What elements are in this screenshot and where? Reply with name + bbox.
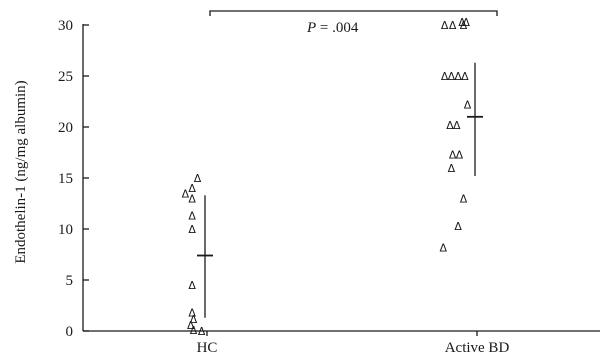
data-point-marker: Δ (441, 70, 449, 83)
data-point-marker: Δ (194, 172, 202, 185)
data-point-marker: Δ (439, 241, 447, 254)
data-point-marker: Δ (448, 162, 456, 175)
data-point-marker: Δ (464, 99, 472, 112)
y-tick-label: 10 (58, 222, 73, 238)
data-point-marker: Δ (188, 223, 196, 236)
data-point-marker: Δ (453, 119, 461, 132)
p-symbol: P (306, 20, 316, 36)
data-point-marker: Δ (454, 220, 462, 233)
data-point-marker: Δ (461, 70, 469, 83)
data-point-marker: Δ (441, 19, 449, 32)
group-stats (197, 62, 483, 318)
y-tick-label: 25 (58, 69, 73, 85)
y-tick-label: 5 (66, 273, 74, 289)
data-point-marker: Δ (449, 149, 457, 162)
data-point-marker: Δ (198, 325, 206, 338)
y-ticks: 0 5 10 15 20 25 30 (58, 18, 89, 340)
data-point-marker: Δ (446, 119, 454, 132)
significance-bracket (209, 10, 498, 16)
data-point-marker: Δ (190, 324, 198, 337)
y-tick-label: 20 (58, 120, 73, 136)
data-point-marker: Δ (188, 279, 196, 292)
x-tick-label: Active BD (445, 340, 510, 356)
x-tick-label: HC (197, 340, 218, 356)
data-point-marker: Δ (454, 70, 462, 83)
data-point-marker: Δ (182, 187, 190, 200)
data-point-marker: Δ (462, 16, 470, 29)
y-tick-label: 30 (58, 18, 73, 34)
y-axis-title: Endothelin-1 (ng/mg albumin) (13, 80, 29, 263)
data-point-marker: Δ (458, 16, 466, 29)
data-point-marker: Δ (188, 307, 196, 320)
data-point-marker: Δ (449, 19, 457, 32)
axes: HC Active BD (82, 24, 600, 356)
data-point-marker: Δ (187, 319, 195, 332)
p-value: = .004 (316, 20, 359, 36)
data-point-marker: Δ (190, 313, 198, 326)
data-point-marker: Δ (188, 192, 196, 205)
data-point-marker: Δ (456, 149, 464, 162)
y-tick-label: 15 (58, 171, 73, 187)
data-point-marker: Δ (460, 19, 468, 32)
y-tick-label: 0 (66, 324, 74, 340)
data-point-marker: Δ (448, 70, 456, 83)
data-point-marker: Δ (188, 210, 196, 223)
p-value-label: P = .004 (306, 20, 359, 36)
data-point-marker: Δ (460, 192, 468, 205)
data-point-marker: Δ (188, 182, 196, 195)
significance-annotation: P = .004 (209, 10, 498, 36)
